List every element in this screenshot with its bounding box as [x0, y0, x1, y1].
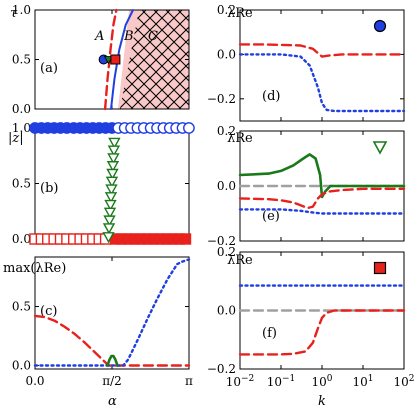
- ytick-label-a: 0.0: [12, 102, 31, 116]
- ytick-label-b: 1.0: [12, 121, 31, 135]
- panel-a: A B C (a) τ 0.0 0.5 1.0: [10, 3, 190, 116]
- xtick-label-f: 10−2: [226, 374, 255, 389]
- xlabel-f: k: [318, 394, 326, 409]
- xlabel-c: α: [108, 394, 117, 409]
- ytick-label-f: 0.0: [217, 304, 236, 318]
- series-red-dashed: [238, 309, 406, 356]
- panel-label-d: (d): [262, 89, 280, 104]
- xtick-label-f: 100: [311, 374, 332, 389]
- xtick-label-c: π/2: [102, 374, 122, 388]
- xtick-label-f: 102: [393, 374, 414, 389]
- xtick-label-c: 0.0: [25, 374, 44, 388]
- series-blue-dotted: [33, 258, 191, 367]
- ylabel-a: τ: [10, 6, 18, 21]
- region-c-hatch: [120, 10, 189, 109]
- marker-triangle: [104, 199, 117, 212]
- marker-triangle: [107, 153, 120, 165]
- region-label-c: C: [148, 29, 158, 44]
- ytick-label-f: 0.2: [217, 245, 236, 259]
- series-green-solid: [238, 153, 406, 199]
- ytick-label-f: −0.2: [207, 362, 236, 376]
- ytick-label-d: −0.2: [207, 92, 236, 106]
- series-boundary-blue: [110, 9, 134, 110]
- panel-b: (b) |z| 0.0 0.5 1.0: [8, 121, 195, 246]
- series-boundary-red-dashed: [103, 8, 118, 111]
- region-label-b: B: [123, 29, 134, 44]
- ytick-label-b: 0.5: [12, 177, 31, 191]
- ytick-label-e: 0.2: [217, 124, 236, 138]
- panel-d: (d) λRe −0.20.00.2: [207, 3, 406, 122]
- legend-marker-circle: [373, 19, 387, 33]
- xtick-label-c: π: [185, 374, 193, 388]
- ytick-label-e: 0.0: [217, 179, 236, 193]
- panel-label-c: (c): [40, 304, 57, 319]
- ytick-label-c: 0.5: [12, 300, 31, 314]
- marker-triangle: [108, 137, 121, 149]
- ytick-label-d: 0.0: [217, 47, 236, 61]
- marker-triangle: [105, 176, 119, 188]
- ytick-label-e: −0.2: [207, 234, 236, 248]
- region-label-a: A: [94, 29, 104, 44]
- ylabel-b: |z|: [8, 131, 24, 146]
- series-blue-dotted: [238, 53, 406, 113]
- series-blue-dotted: [238, 208, 406, 215]
- xtick-label-f: 10−1: [267, 374, 296, 389]
- panel-c: (c) max(λRe) α 0.00.50.0 π/2 π: [3, 256, 193, 409]
- marker-triangle: [103, 215, 116, 227]
- series-green-solid: [106, 354, 119, 367]
- marker-square: [179, 233, 192, 245]
- marker-square: [110, 54, 121, 65]
- ytick-label-b: 0.0: [12, 232, 31, 246]
- panel-label-b: (b): [40, 181, 58, 196]
- ytick-label-a: 1.0: [12, 3, 31, 17]
- panel-label-a: (a): [40, 61, 58, 76]
- xtick-label-f: 101: [352, 374, 373, 389]
- panel-label-f: (f): [262, 326, 277, 341]
- legend-marker-square: [373, 261, 387, 275]
- marker-triangle: [104, 192, 118, 204]
- marker-triangle: [106, 168, 119, 180]
- ytick-label-d: 0.2: [217, 3, 236, 17]
- marker-triangle: [103, 207, 117, 219]
- series-red-dashed: [33, 314, 191, 367]
- marker-triangle: [107, 145, 121, 157]
- ytick-label-a: 0.5: [12, 53, 31, 67]
- marker-triangle: [105, 184, 118, 196]
- panel-f: (f) λRe k −0.20.00.210−2 10−1 100 101 102: [207, 245, 415, 409]
- series-red-dashed: [238, 187, 406, 210]
- legend-marker-triangle: [372, 141, 388, 155]
- marker-triangle: [102, 232, 115, 244]
- marker-triangle: [106, 161, 120, 173]
- panel-label-e: (e): [262, 209, 280, 224]
- panel-e: (e) λRe −0.20.00.2: [207, 124, 406, 248]
- series-red-dashed: [238, 43, 406, 58]
- ytick-label-c: 0.0: [12, 358, 31, 372]
- marker-triangle: [102, 223, 116, 235]
- marker-circle: [183, 122, 195, 134]
